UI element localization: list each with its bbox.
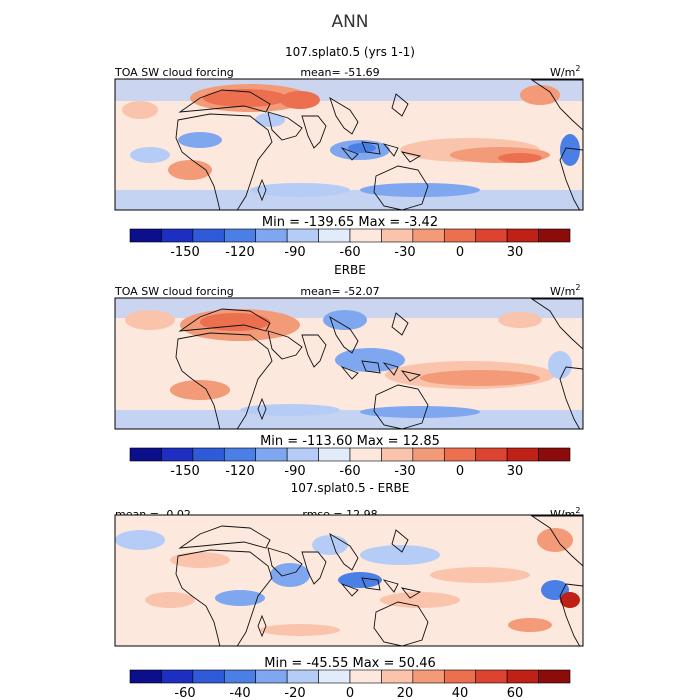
colorbar: -60 -40 -20 0 20 40 60 [129, 669, 571, 700]
panel-diff: 107.splat0.5 - ERBE mean = -0.02 rmse = … [114, 481, 584, 700]
colorbar-swatch [506, 447, 539, 462]
colorbar-swatch [443, 447, 477, 462]
units-label: W/m2 [550, 283, 580, 298]
colorbar-swatch [129, 669, 162, 684]
colorbar-swatch [286, 447, 319, 462]
colorbar-swatch [538, 447, 571, 462]
colorbar-swatch [129, 447, 162, 462]
colorbar-swatch [318, 669, 351, 684]
colorbar-tick-label: -40 [229, 686, 250, 700]
colorbar-tick-label: -120 [225, 464, 255, 479]
colorbar-swatch [349, 447, 382, 462]
colorbar-tick-label: 0 [456, 464, 464, 479]
colorbar-swatch [381, 228, 414, 243]
colorbar-swatch [381, 447, 414, 462]
colorbar-tick-label: 60 [507, 686, 524, 700]
colorbar-swatch [286, 228, 319, 243]
panel-title: ERBE [334, 263, 366, 277]
colorbar-swatch [161, 669, 194, 684]
colorbar-swatch [223, 669, 257, 684]
colorbar-swatch [192, 669, 225, 684]
panel-obs: ERBE TOA SW cloud forcing mean= -52.07 W… [114, 263, 584, 479]
colorbar-swatch [223, 447, 257, 462]
page-title: ANN [331, 12, 368, 32]
colorbar-swatch [223, 228, 257, 243]
colorbar-tick-label: 30 [507, 245, 524, 260]
panel-title: 107.splat0.5 - ERBE [291, 481, 410, 495]
colorbar-tick-label: 0 [456, 245, 464, 260]
map-field [115, 515, 583, 646]
colorbar-swatch [538, 228, 571, 243]
colorbar-tick-label: -150 [170, 245, 200, 260]
colorbar: -150 -120 -90 -60 -30 0 30 [129, 228, 571, 260]
minmax-label: Min = -139.65 Max = -3.42 [262, 215, 438, 230]
panel-title: 107.splat0.5 (yrs 1-1) [285, 45, 415, 59]
colorbar-swatch [129, 228, 162, 243]
colorbar-swatch [318, 228, 351, 243]
units-label: W/m2 [550, 64, 580, 79]
colorbar-tick-label: -60 [339, 464, 360, 479]
colorbar-swatch [412, 228, 445, 243]
colorbar-tick-label: -90 [284, 245, 305, 260]
minmax-label: Min = -113.60 Max = 12.85 [260, 434, 440, 449]
colorbar-tick-label: -60 [339, 245, 360, 260]
colorbar-swatch [161, 447, 194, 462]
colorbar-tick-label: 40 [452, 686, 469, 700]
colorbar-tick-label: -60 [174, 686, 195, 700]
colorbar-tick-label: -90 [284, 464, 305, 479]
colorbar-tick-label: -150 [170, 464, 200, 479]
colorbar-tick-label: -20 [284, 686, 305, 700]
map-frame [114, 78, 584, 211]
colorbar-swatch [475, 228, 508, 243]
colorbar-swatch [286, 669, 319, 684]
colorbar-swatch [349, 228, 382, 243]
panel-left-label: TOA SW cloud forcing [114, 285, 234, 298]
colorbar-tick-label: -120 [225, 245, 255, 260]
map-frame [114, 297, 584, 430]
colorbar-swatch [475, 669, 508, 684]
colorbar-swatch [381, 669, 414, 684]
colorbar-tick-label: -30 [394, 464, 415, 479]
colorbar-swatch [412, 669, 445, 684]
colorbar-swatch [192, 228, 225, 243]
colorbar-tick-label: -30 [394, 245, 415, 260]
map-frame [114, 514, 584, 647]
colorbar-swatch [475, 447, 508, 462]
panel-mean-label: mean= -52.07 [300, 285, 379, 298]
colorbar-swatch [443, 228, 477, 243]
colorbar-swatch [412, 447, 445, 462]
colorbar-swatch [538, 669, 571, 684]
colorbar-swatch [161, 228, 194, 243]
colorbar-tick-label: 0 [346, 686, 354, 700]
colorbar-swatch [318, 447, 351, 462]
panel-mean-label: mean= -51.69 [300, 66, 379, 79]
colorbar-swatch [506, 228, 539, 243]
colorbar-swatch [349, 669, 382, 684]
panel-model: 107.splat0.5 (yrs 1-1) TOA SW cloud forc… [114, 45, 584, 260]
panel-left-label: TOA SW cloud forcing [114, 66, 234, 79]
colorbar: -150 -120 -90 -60 -30 0 30 [129, 447, 571, 479]
colorbar-tick-label: 20 [397, 686, 414, 700]
colorbar-swatch [443, 669, 477, 684]
colorbar-swatch [255, 669, 288, 684]
map-field [115, 79, 583, 210]
colorbar-tick-label: 30 [507, 464, 524, 479]
colorbar-swatch [506, 669, 539, 684]
minmax-label: Min = -45.55 Max = 50.46 [264, 656, 436, 671]
map-field [115, 298, 583, 429]
colorbar-swatch [192, 447, 225, 462]
colorbar-swatch [255, 447, 288, 462]
colorbar-swatch [255, 228, 288, 243]
